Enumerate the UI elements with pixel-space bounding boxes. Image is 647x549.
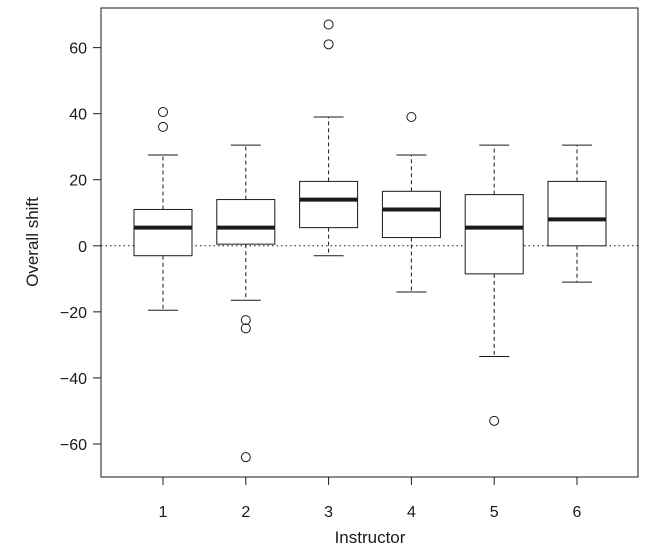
outlier-point <box>158 107 168 118</box>
x-tick-label: 3 <box>324 504 333 521</box>
x-tick-label: 2 <box>241 504 250 521</box>
y-tick-label: 20 <box>69 173 87 190</box>
iqr-box <box>464 194 524 275</box>
x-tick-label: 5 <box>490 504 499 521</box>
iqr-box <box>299 180 359 229</box>
box-group-4 <box>381 111 441 293</box>
y-tick-label: 40 <box>69 107 87 124</box>
outlier-point <box>323 39 334 50</box>
box-group-3 <box>299 19 359 257</box>
box-group-2 <box>216 144 276 463</box>
outlier-point <box>158 121 168 132</box>
x-tick-label: 1 <box>159 504 168 521</box>
y-tick-label: 60 <box>69 41 87 58</box>
y-axis-title: Overall shift <box>23 197 42 287</box>
outlier-point <box>489 415 500 426</box>
box-group-5 <box>464 144 524 426</box>
outlier-point <box>240 452 251 463</box>
y-axis: −60 −40 −20 0 20 40 60 <box>60 41 101 454</box>
iqr-box <box>381 190 441 239</box>
boxes <box>133 19 607 463</box>
x-axis: 1 2 3 4 5 6 <box>159 477 582 521</box>
y-tick-label: 0 <box>78 239 87 256</box>
x-tick-label: 6 <box>573 504 582 521</box>
iqr-box <box>216 199 276 245</box>
box-group-1 <box>133 107 193 311</box>
outlier-point <box>240 315 251 326</box>
iqr-box <box>133 208 193 257</box>
y-tick-label: −40 <box>60 371 87 388</box>
outlier-point <box>323 19 334 30</box>
outlier-point <box>406 111 417 122</box>
outlier-point <box>240 323 251 334</box>
y-tick-label: −20 <box>60 305 87 322</box>
iqr-box <box>547 180 607 247</box>
x-axis-title: Instructor <box>335 528 406 547</box>
y-tick-label: −60 <box>60 437 87 454</box>
box-group-6 <box>547 144 607 283</box>
plot-frame <box>100 7 639 478</box>
x-tick-label: 4 <box>407 504 416 521</box>
